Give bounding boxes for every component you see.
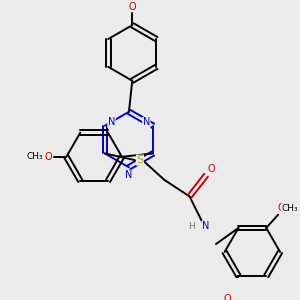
Text: CH₃: CH₃ [124,0,141,1]
Text: O: O [44,152,52,162]
Text: H: H [188,222,195,231]
Text: N: N [202,221,209,231]
Text: O: O [278,203,285,213]
Text: O: O [128,2,136,12]
Text: N: N [108,117,115,128]
Text: CH₃: CH₃ [26,152,43,161]
Text: CH₃: CH₃ [282,204,298,213]
Text: S: S [136,155,143,165]
Text: N: N [125,170,133,180]
Text: O: O [208,164,215,174]
Text: O: O [224,293,231,300]
Text: N: N [143,117,150,128]
